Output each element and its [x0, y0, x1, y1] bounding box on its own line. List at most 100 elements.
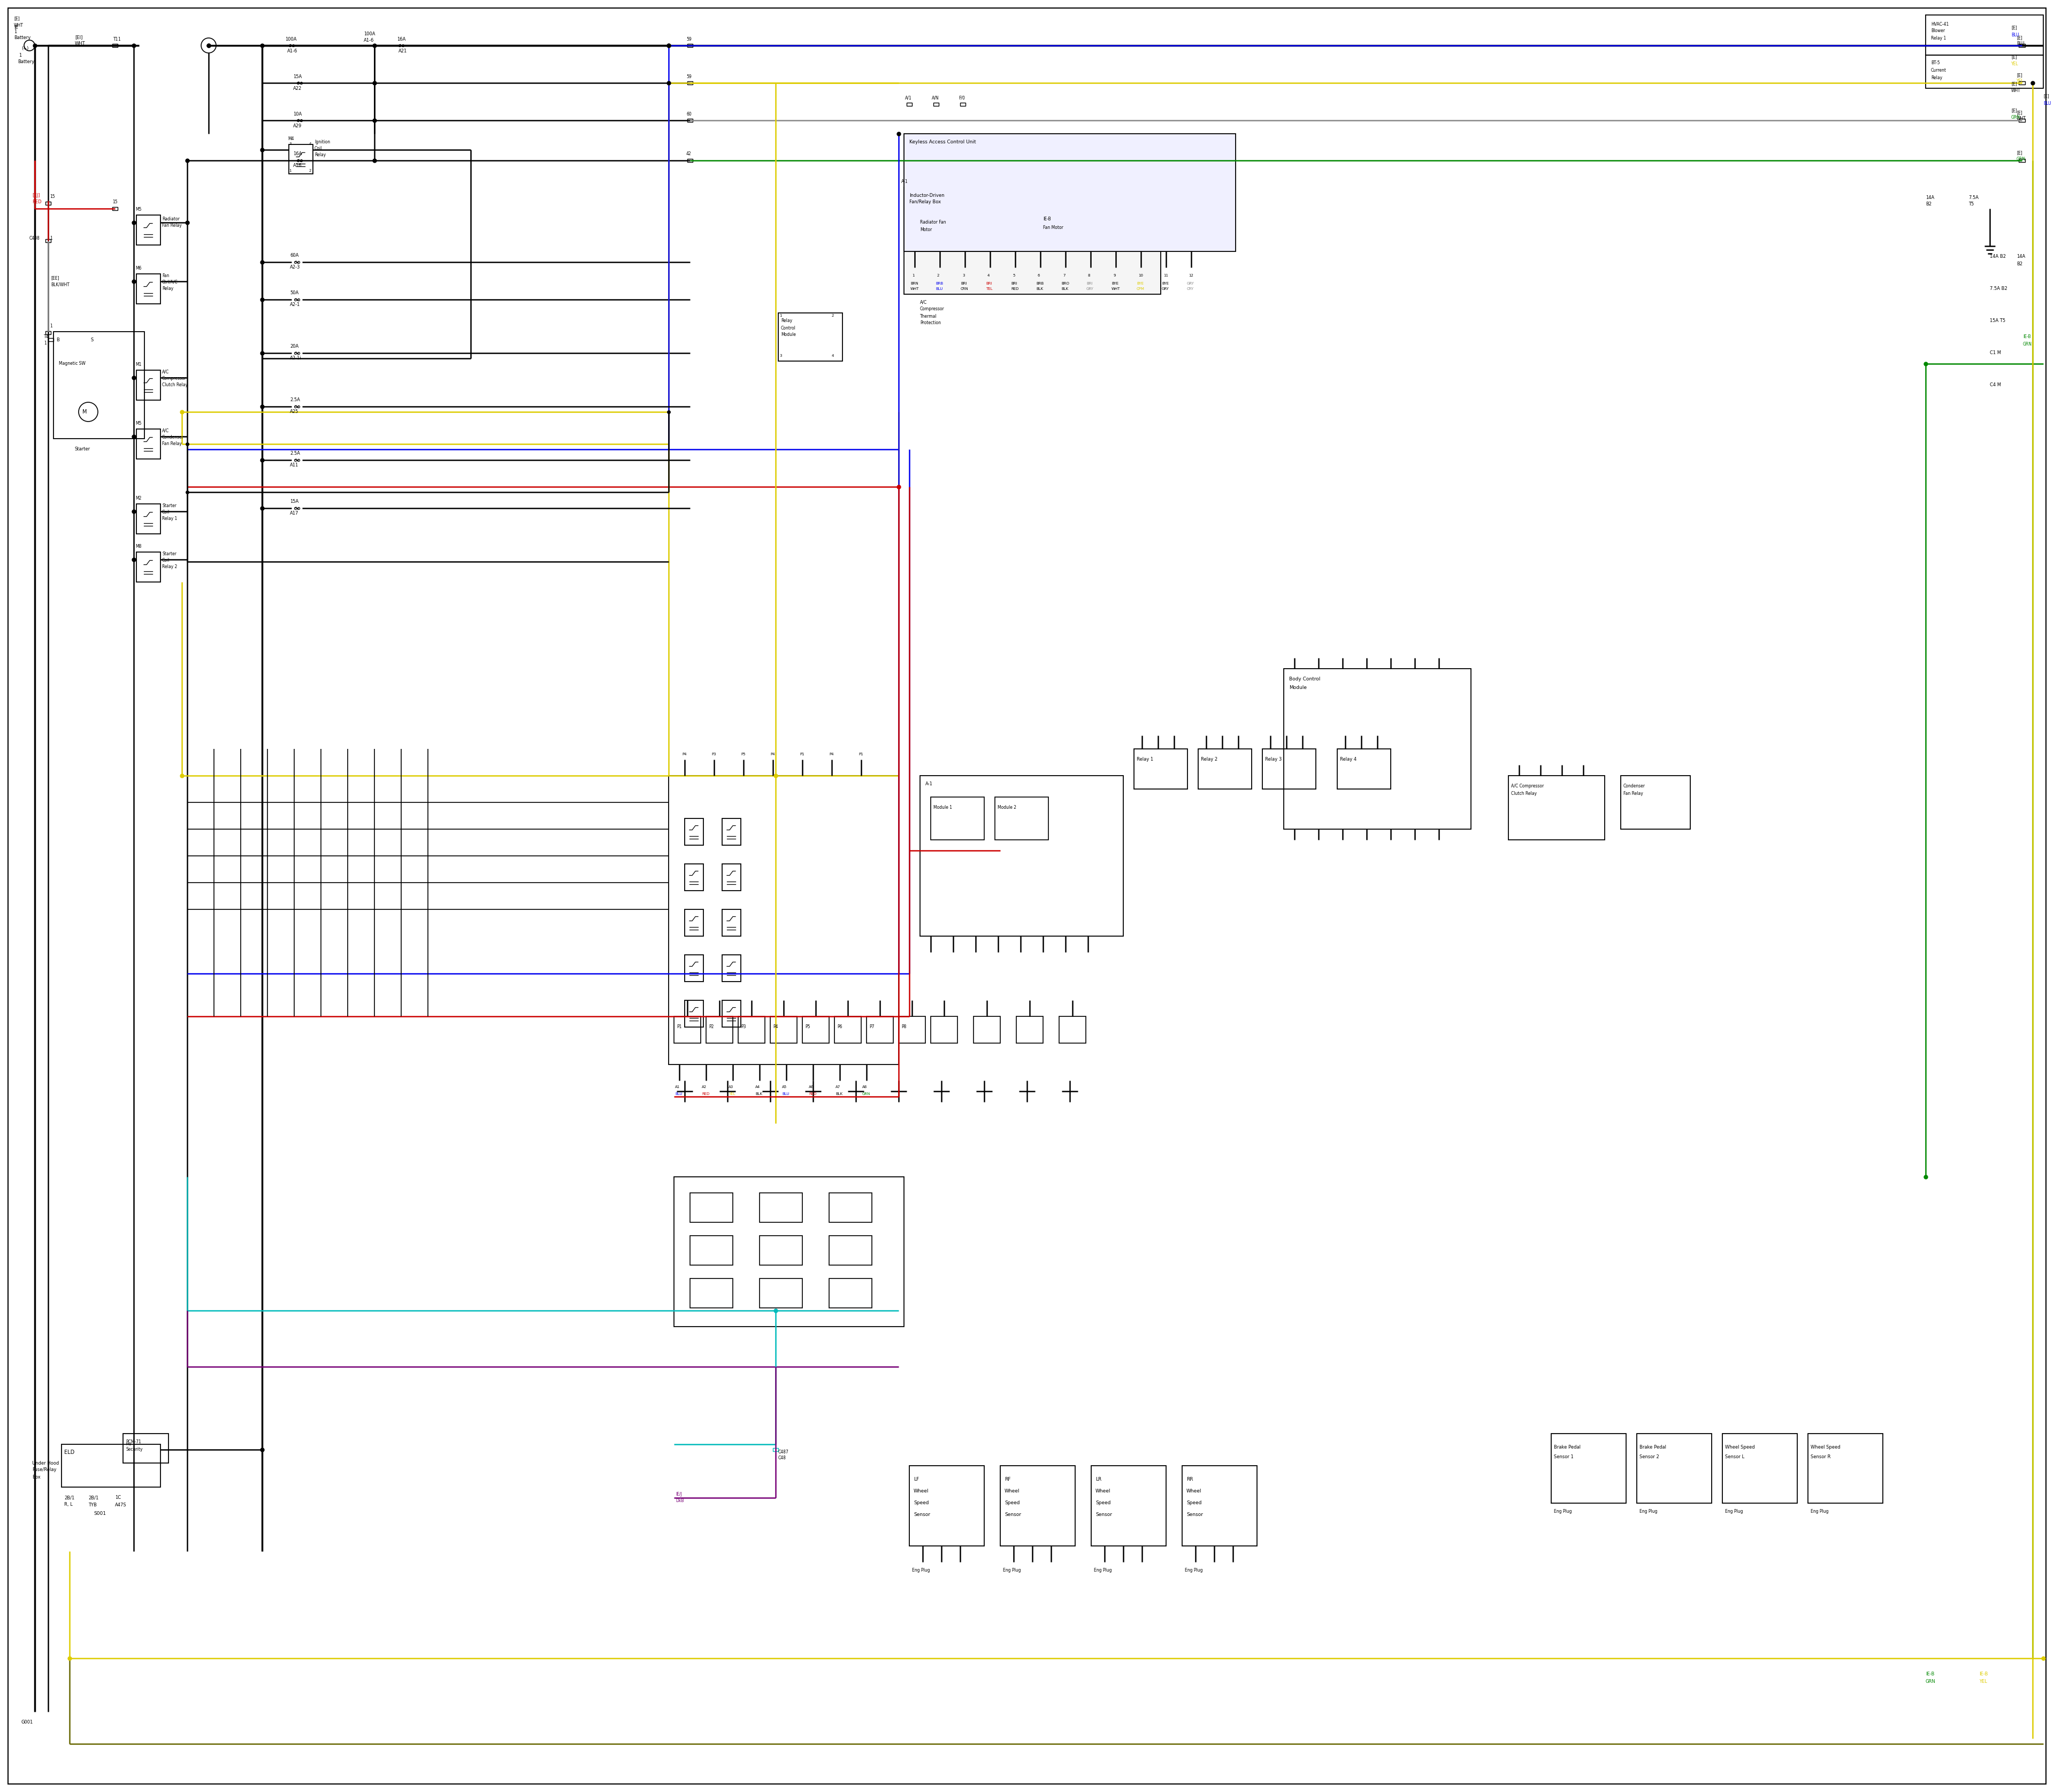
Text: [EJ]: [EJ] [33, 194, 39, 197]
Text: BLK: BLK [1062, 287, 1068, 290]
Text: 7.5A B2: 7.5A B2 [1990, 287, 2007, 292]
Text: 2B/1: 2B/1 [64, 1495, 74, 1500]
Text: P6: P6 [838, 1025, 842, 1029]
Text: P3: P3 [711, 753, 717, 756]
Bar [2019, 81, 2025, 84]
Text: WHT: WHT [910, 287, 918, 290]
Text: 3: 3 [778, 355, 783, 357]
Bar [45, 332, 51, 335]
Bar [1134, 749, 1187, 788]
Text: 100A: 100A [286, 36, 296, 41]
Text: Speed: Speed [1187, 1500, 1202, 1505]
Text: M2: M2 [136, 496, 142, 502]
Bar [834, 1016, 861, 1043]
Text: TYB: TYB [88, 1502, 97, 1507]
Bar [723, 909, 741, 935]
Text: Starter: Starter [74, 446, 90, 452]
Text: Battery: Battery [18, 59, 35, 65]
Text: IE-B: IE-B [1927, 1672, 1935, 1677]
Bar [830, 1193, 871, 1222]
Bar [674, 1177, 904, 1326]
Text: 1: 1 [43, 340, 47, 346]
Text: 1C: 1C [115, 1495, 121, 1500]
Bar [1060, 1016, 1087, 1043]
Text: 1: 1 [778, 314, 783, 317]
Text: Wheel: Wheel [1004, 1489, 1019, 1493]
Text: Thermal: Thermal [920, 314, 937, 319]
Text: RR: RR [1187, 1477, 1193, 1482]
Text: GRN: GRN [2023, 342, 2031, 346]
Text: Wheel: Wheel [914, 1489, 928, 1493]
Text: A2-3: A2-3 [290, 265, 300, 271]
Text: A1: A1 [676, 1086, 680, 1088]
Bar [914, 213, 1017, 251]
Text: 1: 1 [117, 36, 121, 41]
Bar [684, 909, 702, 935]
Text: CPM: CPM [1136, 287, 1144, 290]
Text: LF: LF [914, 1477, 918, 1482]
Text: RF: RF [1004, 1477, 1011, 1482]
Text: F/0: F/0 [959, 95, 965, 100]
Text: Condenser: Condenser [162, 435, 185, 439]
Text: 9: 9 [1113, 274, 1115, 278]
Text: IE-B: IE-B [2023, 335, 2031, 339]
Bar [136, 504, 160, 534]
Text: 15A T5: 15A T5 [1990, 319, 2005, 323]
Text: Speed: Speed [1095, 1500, 1111, 1505]
Text: RED: RED [809, 1093, 815, 1095]
Text: PCM-71: PCM-71 [125, 1439, 142, 1444]
Text: A4: A4 [756, 1086, 760, 1088]
Text: [E]: [E] [14, 16, 21, 22]
Bar [113, 43, 117, 47]
Text: IE/J: IE/J [676, 1491, 682, 1496]
Text: RED: RED [702, 1093, 709, 1095]
Text: A8: A8 [863, 1086, 867, 1088]
Text: BRI: BRI [961, 281, 967, 285]
Text: 2.5A: 2.5A [290, 452, 300, 455]
Bar [47, 339, 53, 340]
Text: GRY: GRY [1087, 287, 1095, 290]
Text: Fan Relay: Fan Relay [162, 441, 181, 446]
Text: 59: 59 [686, 36, 692, 41]
Text: Sensor 1: Sensor 1 [1555, 1453, 1573, 1459]
Text: A16: A16 [294, 163, 302, 168]
Text: Ignition: Ignition [314, 140, 331, 143]
Bar [1091, 1466, 1167, 1546]
Text: 2.5A: 2.5A [290, 398, 300, 403]
Text: BRB: BRB [935, 281, 943, 285]
Text: 14A B2: 14A B2 [1990, 254, 2007, 260]
Bar [684, 819, 702, 846]
Text: 1: 1 [49, 324, 51, 328]
Bar [136, 552, 160, 582]
Text: P8: P8 [902, 1025, 906, 1029]
Text: Eng Plug: Eng Plug [1725, 1509, 1744, 1514]
Text: GRN: GRN [2011, 115, 2021, 120]
Text: P7: P7 [869, 1025, 875, 1029]
Bar [904, 186, 1161, 294]
Text: Wheel Speed: Wheel Speed [1812, 1444, 1840, 1450]
Text: BRI: BRI [1087, 281, 1093, 285]
Text: Eng Plug: Eng Plug [912, 1568, 930, 1572]
Text: Inductor-Driven: Inductor-Driven [910, 194, 945, 197]
Bar [113, 208, 117, 210]
Text: 5: 5 [1013, 274, 1015, 278]
Bar [1183, 1466, 1257, 1546]
Bar [690, 1278, 733, 1308]
Text: Relay 4: Relay 4 [1339, 758, 1356, 762]
Text: 2: 2 [832, 314, 834, 317]
Text: Fan: Fan [162, 272, 168, 278]
Text: B2: B2 [2017, 262, 2023, 267]
Text: 42: 42 [686, 152, 692, 156]
Text: T5: T5 [1968, 202, 1974, 206]
Bar [690, 1193, 733, 1222]
Bar [867, 1016, 893, 1043]
Bar [670, 776, 900, 1064]
Text: Relay 1: Relay 1 [162, 516, 177, 521]
Text: 3: 3 [961, 274, 965, 278]
Text: Security: Security [125, 1448, 142, 1452]
Text: 11: 11 [1163, 274, 1169, 278]
Text: P4: P4 [830, 753, 834, 756]
Text: Relay 2: Relay 2 [162, 564, 177, 568]
Bar [1197, 749, 1251, 788]
Text: BT-5: BT-5 [1931, 61, 1939, 66]
